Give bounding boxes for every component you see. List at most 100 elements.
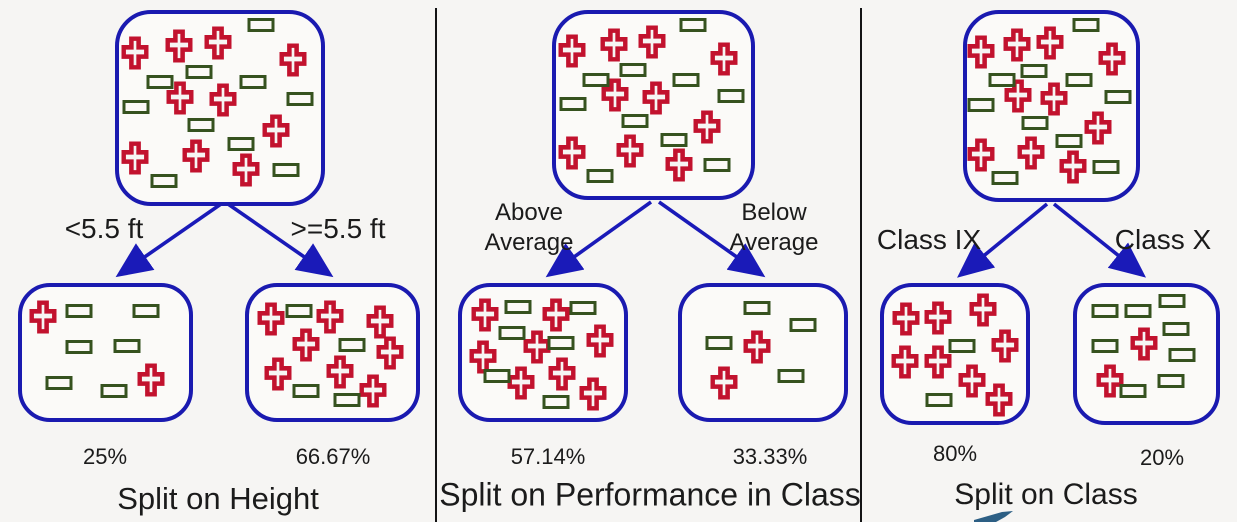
plus-symbol-icon bbox=[165, 80, 194, 115]
performance-right-branch-label: Below Average bbox=[729, 199, 819, 256]
rectangle-symbol-icon bbox=[703, 158, 731, 173]
plus-symbol-icon bbox=[1084, 111, 1112, 145]
rectangle-symbol-icon bbox=[1119, 383, 1147, 398]
plus-symbol-icon bbox=[316, 300, 344, 334]
rectangle-symbol-icon bbox=[1092, 159, 1120, 174]
plus-symbol-icon bbox=[1098, 42, 1126, 76]
plus-symbol-icon bbox=[209, 83, 237, 118]
rectangle-symbol-icon bbox=[1091, 303, 1119, 318]
plus-symbol-icon bbox=[958, 364, 986, 399]
plus-symbol-icon bbox=[542, 298, 570, 332]
plus-symbol-icon bbox=[891, 345, 919, 380]
plus-symbol-icon bbox=[969, 292, 998, 327]
height-left-branch-label: <5.5 ft bbox=[64, 213, 144, 244]
plus-symbol-icon bbox=[693, 110, 721, 144]
plus-symbol-icon bbox=[985, 383, 1014, 417]
plus-symbol-icon bbox=[1059, 150, 1088, 184]
plus-symbol-icon bbox=[743, 330, 771, 364]
rectangle-symbol-icon bbox=[285, 303, 313, 318]
rectangle-symbol-icon bbox=[559, 97, 587, 112]
rectangle-symbol-icon bbox=[504, 299, 532, 314]
plus-symbol-icon bbox=[924, 345, 952, 380]
plus-symbol-icon bbox=[366, 305, 394, 339]
plus-symbol-icon bbox=[376, 336, 404, 370]
rectangle-symbol-icon bbox=[925, 393, 953, 408]
height-left-percentage: 25% bbox=[82, 444, 128, 469]
plus-symbol-icon bbox=[471, 298, 499, 332]
height-section-caption: Split on Height bbox=[117, 481, 319, 516]
plus-symbol-icon bbox=[548, 357, 576, 391]
rectangle-symbol-icon bbox=[239, 74, 267, 89]
teal-swoosh-decoration bbox=[974, 511, 1013, 522]
rectangle-symbol-icon bbox=[743, 300, 771, 315]
plus-symbol-icon bbox=[1017, 136, 1045, 170]
plus-symbol-icon bbox=[924, 301, 952, 335]
height-right-child-node bbox=[245, 283, 420, 422]
performance-right-percentage: 33.33% bbox=[732, 444, 808, 469]
plus-symbol-icon bbox=[469, 339, 497, 374]
rectangle-symbol-icon bbox=[292, 383, 320, 398]
plus-symbol-icon bbox=[966, 138, 995, 172]
rectangle-symbol-icon bbox=[586, 168, 614, 183]
class-left-percentage: 80% bbox=[932, 441, 978, 466]
rectangle-symbol-icon bbox=[227, 136, 255, 151]
rectangle-symbol-icon bbox=[991, 170, 1019, 185]
rectangle-symbol-icon bbox=[660, 132, 688, 147]
plus-symbol-icon bbox=[292, 328, 320, 363]
rectangle-symbol-icon bbox=[247, 18, 275, 33]
plus-symbol-icon bbox=[261, 113, 290, 148]
rectangle-symbol-icon bbox=[113, 339, 141, 354]
performance-left-percentage: 57.14% bbox=[510, 444, 586, 469]
rectangle-symbol-icon bbox=[146, 74, 174, 89]
rectangle-symbol-icon bbox=[132, 303, 160, 318]
rectangle-symbol-icon bbox=[338, 338, 366, 353]
plus-symbol-icon bbox=[29, 300, 57, 334]
plus-symbol-icon bbox=[164, 29, 193, 63]
rectangle-symbol-icon bbox=[542, 395, 570, 410]
rectangle-symbol-icon bbox=[569, 300, 597, 315]
rectangle-symbol-icon bbox=[286, 91, 314, 106]
rectangle-symbol-icon bbox=[100, 383, 128, 398]
plus-symbol-icon bbox=[136, 363, 165, 397]
height-root-node bbox=[115, 10, 325, 206]
performance-left-child-node bbox=[458, 283, 628, 422]
plus-symbol-icon bbox=[599, 28, 628, 62]
class-section-caption: Split on Class bbox=[954, 478, 1138, 511]
rectangle-symbol-icon bbox=[65, 303, 93, 318]
plus-symbol-icon bbox=[991, 328, 1019, 363]
height-right-percentage: 66.67% bbox=[295, 444, 371, 469]
plus-symbol-icon bbox=[1130, 326, 1158, 361]
height-left-child-node bbox=[18, 283, 193, 422]
divider-left bbox=[435, 8, 437, 522]
plus-symbol-icon bbox=[1036, 25, 1064, 60]
rectangle-symbol-icon bbox=[789, 317, 817, 332]
plus-symbol-icon bbox=[665, 148, 693, 182]
rectangle-symbol-icon bbox=[1162, 321, 1190, 336]
plus-symbol-icon bbox=[600, 78, 629, 112]
rectangle-symbol-icon bbox=[948, 339, 976, 354]
plus-symbol-icon bbox=[121, 35, 149, 70]
rectangle-symbol-icon bbox=[679, 17, 707, 32]
rectangle-symbol-icon bbox=[1091, 339, 1119, 354]
plus-symbol-icon bbox=[710, 41, 738, 76]
rectangle-symbol-icon bbox=[705, 335, 733, 350]
rectangle-symbol-icon bbox=[1072, 18, 1100, 33]
class-left-branch-label: Class IX bbox=[876, 224, 982, 255]
plus-symbol-icon bbox=[892, 302, 920, 336]
plus-symbol-icon bbox=[263, 357, 292, 391]
class-right-percentage: 20% bbox=[1139, 445, 1185, 470]
plus-symbol-icon bbox=[507, 366, 535, 400]
rectangle-symbol-icon bbox=[187, 117, 215, 132]
plus-symbol-icon bbox=[966, 35, 995, 69]
rectangle-symbol-icon bbox=[1158, 294, 1186, 309]
rectangle-symbol-icon bbox=[988, 73, 1016, 88]
rectangle-symbol-icon bbox=[483, 369, 511, 384]
rectangle-symbol-icon bbox=[65, 340, 93, 355]
rectangle-symbol-icon bbox=[1055, 133, 1083, 148]
plus-symbol-icon bbox=[1004, 79, 1032, 113]
rectangle-symbol-icon bbox=[547, 335, 575, 350]
rectangle-symbol-icon bbox=[45, 376, 73, 391]
rectangle-symbol-icon bbox=[1021, 115, 1049, 130]
plus-symbol-icon bbox=[204, 26, 232, 60]
